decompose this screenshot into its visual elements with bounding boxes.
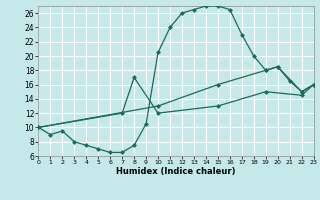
X-axis label: Humidex (Indice chaleur): Humidex (Indice chaleur)	[116, 167, 236, 176]
